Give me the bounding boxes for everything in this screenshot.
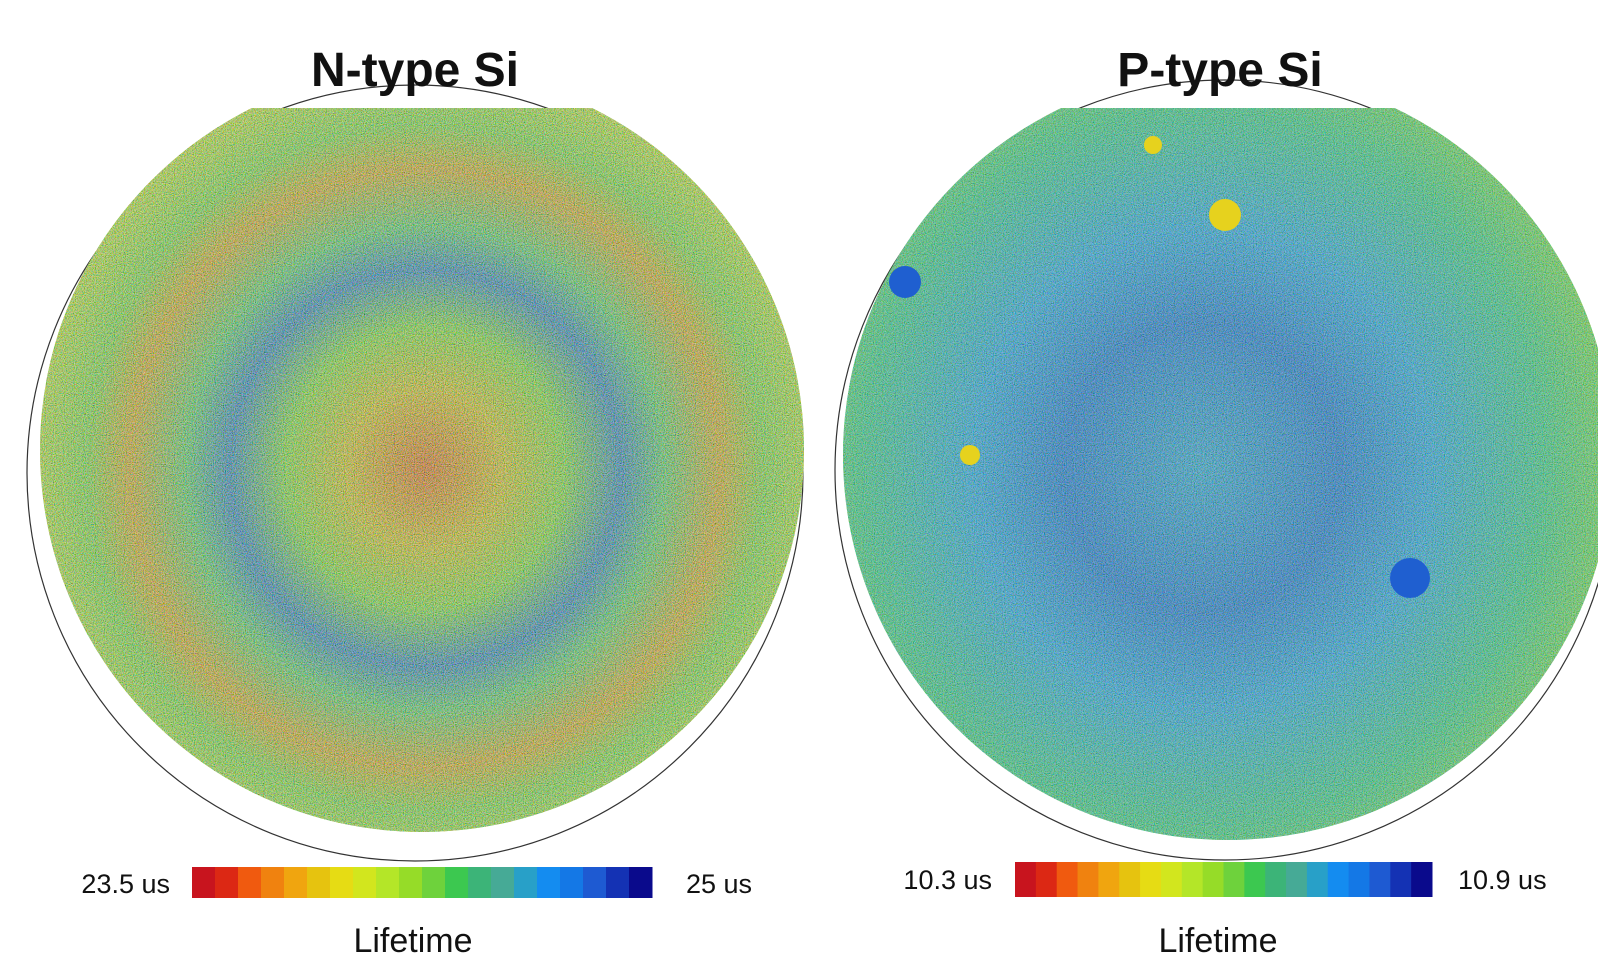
colorbar-swatch bbox=[1036, 862, 1057, 897]
colorbar-swatch bbox=[1161, 862, 1182, 897]
colorbar-swatch bbox=[307, 867, 331, 898]
colorbar-swatch bbox=[238, 867, 262, 898]
colorbar-swatch bbox=[1286, 862, 1307, 897]
colorbar-swatch bbox=[1119, 862, 1140, 897]
colorbar-swatch bbox=[192, 867, 216, 898]
colorbar-swatch bbox=[1182, 862, 1203, 897]
colorbar-swatch bbox=[422, 867, 446, 898]
panel-title: P-type Si bbox=[1117, 44, 1322, 97]
colorbar-swatch bbox=[376, 867, 400, 898]
colorbar-swatch bbox=[261, 867, 285, 898]
colorbar bbox=[192, 867, 653, 898]
colorbar-swatch bbox=[1098, 862, 1119, 897]
colorbar-swatch bbox=[537, 867, 561, 898]
colorbar-swatch bbox=[583, 867, 607, 898]
colorbar-swatch bbox=[468, 867, 492, 898]
colorbar-max-label: 10.9 us bbox=[1458, 865, 1547, 895]
colorbar-swatch bbox=[1369, 862, 1390, 897]
wafer-map bbox=[30, 108, 820, 908]
colorbar-swatch bbox=[1349, 862, 1370, 897]
colorbar-swatch bbox=[1140, 862, 1161, 897]
colorbar-swatch bbox=[1411, 862, 1432, 897]
colorbar-swatch bbox=[1307, 862, 1328, 897]
colorbar-swatch bbox=[1078, 862, 1099, 897]
colorbar-max-label: 25 us bbox=[686, 869, 752, 899]
colorbar-swatch bbox=[1390, 862, 1411, 897]
colorbar-title: Lifetime bbox=[1158, 922, 1277, 960]
colorbar-swatch bbox=[1015, 862, 1036, 897]
colorbar-swatch bbox=[1057, 862, 1078, 897]
colorbar-swatch bbox=[284, 867, 308, 898]
colorbar-swatch bbox=[1224, 862, 1245, 897]
colorbar-swatch bbox=[1265, 862, 1286, 897]
colorbar bbox=[1015, 862, 1433, 897]
colorbar-swatch bbox=[1203, 862, 1224, 897]
panel-title: N-type Si bbox=[311, 44, 519, 97]
colorbar-min-label: 10.3 us bbox=[903, 865, 992, 895]
colorbar-swatch bbox=[1244, 862, 1265, 897]
figure: N-type Si 23.5 us 25 us Lifetime P-type … bbox=[0, 0, 1598, 963]
colorbar-swatch bbox=[606, 867, 630, 898]
colorbar-min-label: 23.5 us bbox=[81, 869, 170, 899]
colorbar-swatch bbox=[560, 867, 584, 898]
colorbar-swatch bbox=[353, 867, 377, 898]
colorbar-swatch bbox=[491, 867, 515, 898]
colorbar-swatch bbox=[215, 867, 239, 898]
colorbar-swatch bbox=[514, 867, 538, 898]
colorbar-swatch bbox=[1328, 862, 1349, 897]
colorbar-title: Lifetime bbox=[353, 922, 472, 960]
wafer-map bbox=[836, 108, 1598, 908]
colorbar-swatch bbox=[330, 867, 354, 898]
page: {"panels": [ {"title": "N-type Si", "col… bbox=[0, 0, 1598, 963]
colorbar-swatch bbox=[629, 867, 653, 898]
colorbar-swatch bbox=[399, 867, 423, 898]
colorbar-swatch bbox=[445, 867, 469, 898]
